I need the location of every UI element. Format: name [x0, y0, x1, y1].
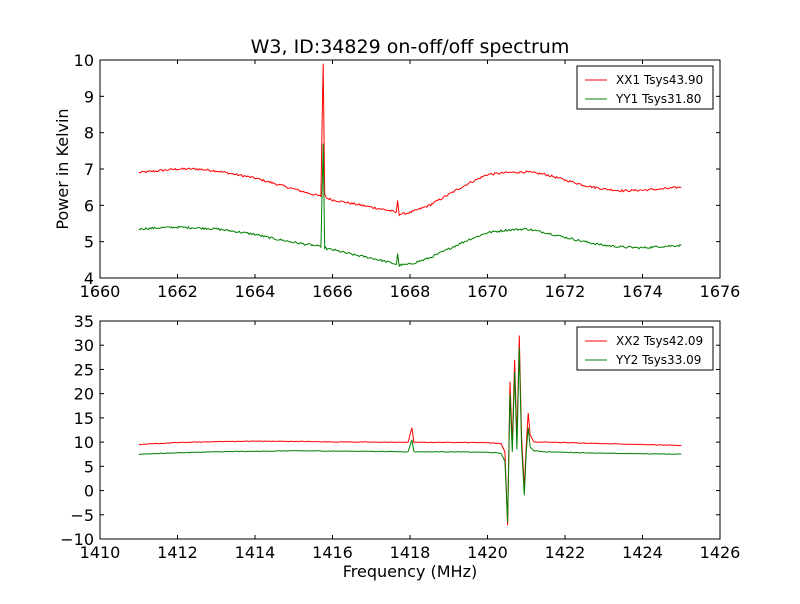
- y-tick-label: 5: [84, 233, 94, 252]
- y-tick-label: 6: [84, 196, 94, 215]
- y-tick-label: 15: [74, 409, 94, 428]
- legend-label-1: XX1 Tsys43.90: [616, 73, 703, 87]
- legend-label-2: YY2 Tsys33.09: [615, 353, 701, 367]
- y-tick-label: 7: [84, 160, 94, 179]
- x-tick-label: 1416: [312, 543, 353, 562]
- chart-title: W3, ID:34829 on-off/off spectrum: [251, 36, 570, 58]
- y-tick-label: 4: [84, 269, 94, 288]
- x-tick-label: 1412: [157, 543, 198, 562]
- x-tick-label: 1660: [80, 282, 121, 301]
- x-tick-label: 1664: [235, 282, 276, 301]
- x-tick-label: 1676: [700, 282, 741, 301]
- y-tick-label: −10: [60, 530, 94, 549]
- x-axis-label: Frequency (MHz): [343, 562, 477, 581]
- legend-box: [576, 65, 714, 110]
- series-line-1: [138, 63, 682, 217]
- y-tick-label: 30: [74, 336, 94, 355]
- y-tick-label: 0: [84, 482, 94, 501]
- x-tick-label: 1670: [467, 282, 508, 301]
- y-tick-label: 25: [74, 360, 94, 379]
- legend: XX1 Tsys43.90 YY1 Tsys31.80: [576, 65, 714, 110]
- x-tick-label: 1426: [700, 543, 741, 562]
- y-tick-label: 20: [74, 385, 94, 404]
- legend-label-1: XX2 Tsys42.09: [616, 334, 703, 348]
- x-tick-label: 1420: [467, 543, 508, 562]
- x-tick-label: 1668: [390, 282, 431, 301]
- y-tick-label: 35: [74, 312, 94, 331]
- y-tick-label: 5: [84, 457, 94, 476]
- legend-box: [576, 326, 714, 371]
- x-tick-label: 1666: [312, 282, 353, 301]
- y-axis-label: Power in Kelvin: [53, 108, 72, 229]
- series-line-2: [138, 143, 682, 268]
- series-line-2: [138, 347, 682, 523]
- y-tick-label: −5: [70, 506, 94, 525]
- x-tick-label: 1424: [622, 543, 663, 562]
- legend: XX2 Tsys42.09 YY2 Tsys33.09: [576, 326, 714, 371]
- x-tick-label: 1674: [622, 282, 663, 301]
- x-tick-label: 1422: [545, 543, 586, 562]
- chart-panel-2: 1410 1412 1414 1416 1418 1420 1422 1424 1426 −10 −…: [60, 312, 740, 581]
- x-tick-label: 1414: [235, 543, 276, 562]
- y-tick-label: 10: [74, 51, 94, 70]
- x-tick-label: 1410: [80, 543, 121, 562]
- y-tick-label: 10: [74, 433, 94, 452]
- y-tick-label: 9: [84, 87, 94, 106]
- x-tick-label: 1662: [157, 282, 198, 301]
- legend-label-2: YY1 Tsys31.80: [615, 92, 701, 106]
- y-tick-label: 8: [84, 124, 94, 143]
- x-tick-label: 1672: [545, 282, 586, 301]
- series-line-1: [138, 335, 682, 526]
- chart-panel-1: 1660 1662 1664 1666 1668 1670 1672 1674 1676 4 5 6 7…: [53, 36, 740, 301]
- x-tick-label: 1418: [390, 543, 431, 562]
